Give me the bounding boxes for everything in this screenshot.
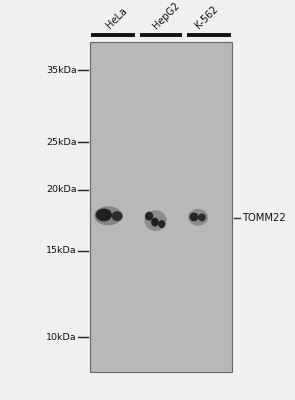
Ellipse shape bbox=[112, 211, 123, 221]
Text: 10kDa: 10kDa bbox=[46, 333, 77, 342]
Text: HepG2: HepG2 bbox=[151, 0, 181, 31]
Ellipse shape bbox=[151, 218, 159, 226]
Ellipse shape bbox=[94, 206, 122, 225]
Ellipse shape bbox=[145, 212, 153, 220]
Ellipse shape bbox=[189, 212, 198, 221]
Ellipse shape bbox=[188, 209, 208, 226]
Text: 35kDa: 35kDa bbox=[46, 66, 77, 75]
Ellipse shape bbox=[145, 210, 167, 231]
Text: TOMM22: TOMM22 bbox=[242, 213, 286, 223]
Text: K-562: K-562 bbox=[193, 4, 220, 31]
Ellipse shape bbox=[158, 220, 165, 228]
Text: 25kDa: 25kDa bbox=[46, 138, 77, 147]
Text: HeLa: HeLa bbox=[104, 6, 129, 31]
Text: 15kDa: 15kDa bbox=[46, 246, 77, 256]
Ellipse shape bbox=[198, 213, 206, 221]
FancyBboxPatch shape bbox=[90, 42, 232, 372]
Text: 20kDa: 20kDa bbox=[46, 185, 77, 194]
Ellipse shape bbox=[96, 208, 112, 221]
